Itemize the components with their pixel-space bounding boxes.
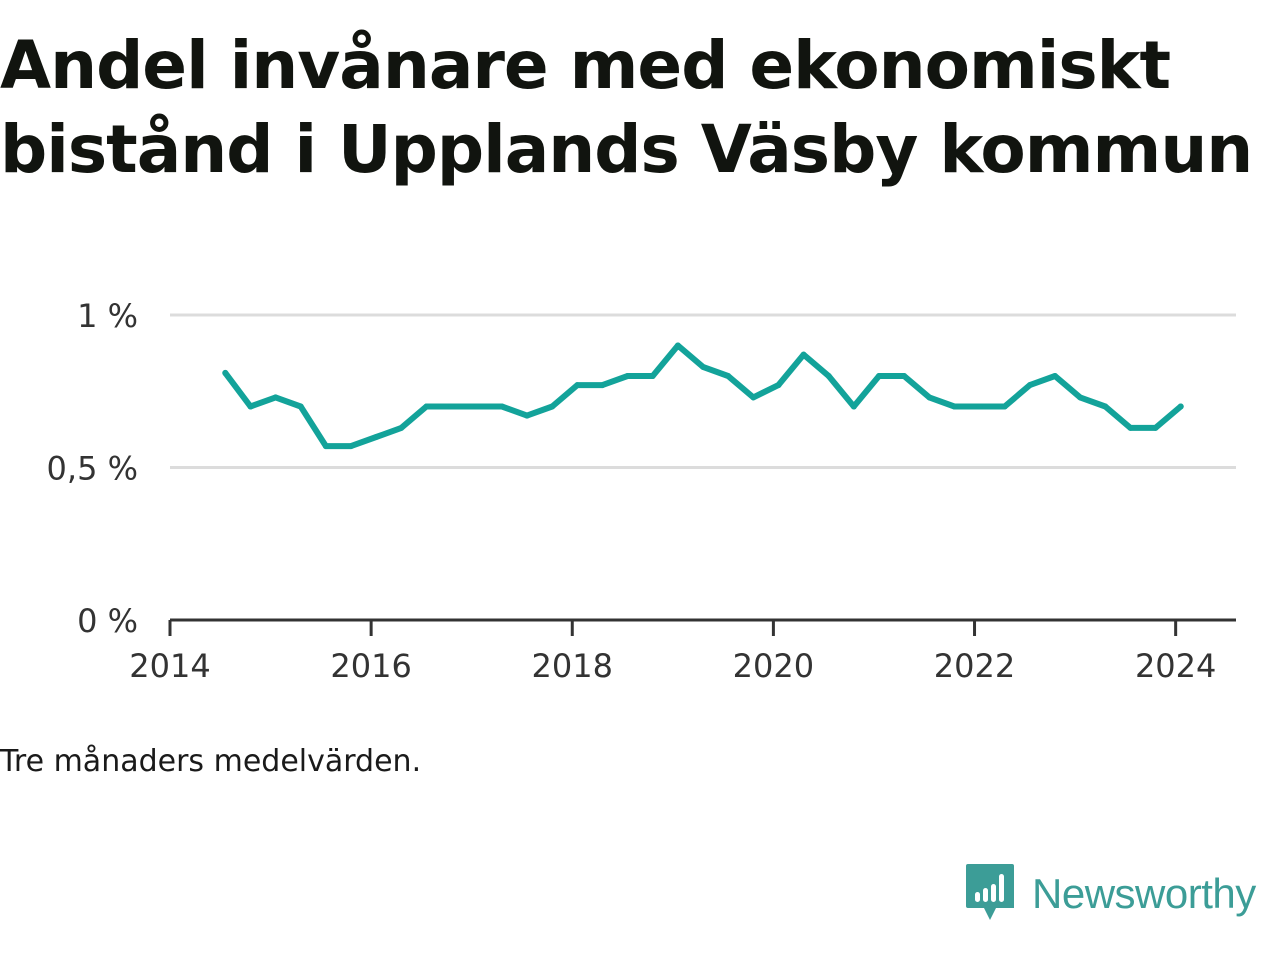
data-point	[297, 403, 304, 410]
data-point	[348, 443, 355, 450]
data-point	[1127, 424, 1134, 431]
y-tick-label: 0 %	[77, 602, 138, 640]
data-point	[926, 394, 933, 401]
x-tick-label: 2024	[1135, 647, 1216, 685]
x-tick-labels: 2014 2016 2018 2020 2022 2024	[129, 647, 1216, 685]
data-point	[624, 373, 631, 379]
chart-caption: Tre månaders medelvärden.	[0, 744, 422, 779]
data-point	[1102, 403, 1109, 410]
x-tick-label: 2018	[532, 647, 613, 685]
data-point	[549, 403, 556, 410]
data-point	[222, 369, 229, 376]
data-point	[800, 351, 807, 358]
data-point	[875, 373, 882, 379]
data-point	[700, 363, 706, 370]
data-point	[524, 412, 531, 419]
data-point	[674, 342, 681, 349]
data-point	[901, 373, 908, 379]
x-tick-label: 2014	[129, 647, 210, 685]
line-chart: 0 % 0,5 % 1 % 2014 2016 2018 2020 2022 2024	[47, 297, 1236, 685]
x-tick-label: 2022	[934, 647, 1015, 685]
x-tick-label: 2020	[733, 647, 814, 685]
data-point	[775, 382, 782, 389]
brand-logo: Newsworthy	[964, 862, 1256, 926]
grid-lines	[170, 313, 1236, 469]
series-line	[222, 342, 1184, 450]
data-point	[976, 403, 983, 410]
x-tick-label: 2016	[330, 647, 411, 685]
data-point	[1051, 373, 1058, 379]
data-point	[1026, 382, 1033, 389]
data-point	[1177, 403, 1184, 410]
data-point	[423, 403, 430, 410]
data-point	[649, 373, 656, 379]
x-axis	[168, 618, 1236, 636]
brand-name: Newsworthy	[1032, 870, 1256, 917]
data-point	[322, 443, 329, 450]
series-layer	[222, 342, 1184, 450]
data-point	[574, 382, 581, 389]
chart-title: Andel invånare med ekonomiskt bistånd i …	[0, 24, 1270, 192]
data-point	[498, 403, 505, 410]
data-point	[473, 403, 480, 410]
data-point	[272, 394, 279, 401]
data-point	[825, 373, 832, 379]
bar-chart-speech-bubble-icon	[966, 864, 1014, 920]
data-point	[373, 434, 380, 440]
data-point	[448, 403, 455, 410]
data-point	[247, 403, 254, 410]
chart-title-line-2: bistånd i Upplands Väsby kommun	[0, 111, 1253, 188]
data-point	[1152, 424, 1159, 431]
data-point	[750, 394, 757, 401]
y-tick-label: 1 %	[77, 297, 138, 335]
data-point	[725, 373, 732, 379]
data-point	[951, 403, 958, 410]
y-tick-labels: 0 % 0,5 % 1 %	[47, 297, 138, 640]
data-point	[599, 382, 606, 389]
data-point	[1001, 403, 1008, 410]
data-point	[398, 424, 405, 431]
y-tick-label: 0,5 %	[47, 450, 138, 488]
data-point	[1077, 394, 1084, 401]
data-point	[850, 403, 857, 410]
chart-title-line-1: Andel invånare med ekonomiskt	[0, 27, 1171, 104]
